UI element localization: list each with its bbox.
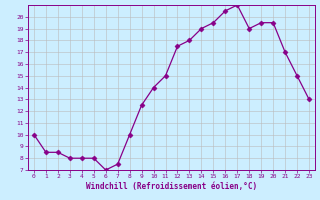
X-axis label: Windchill (Refroidissement éolien,°C): Windchill (Refroidissement éolien,°C) [86, 182, 257, 191]
